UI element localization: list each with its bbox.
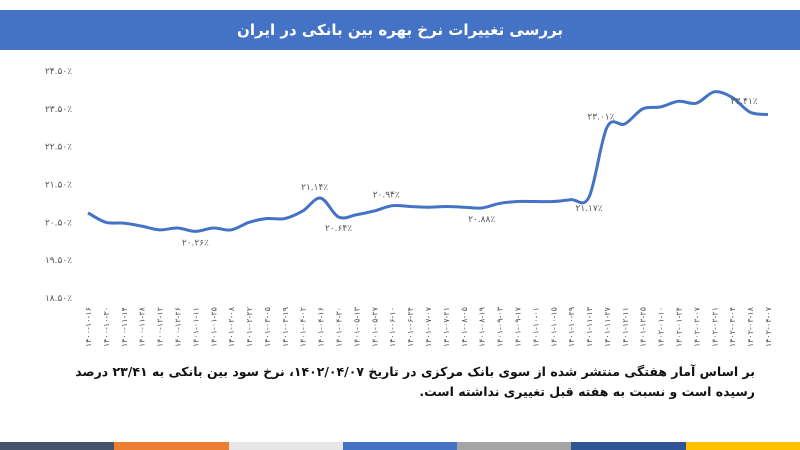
chart: ۱۸.۵۰٪ ۱۹.۵۰٪ ۲۰.۵۰٪ ۲۱.۵۰٪ ۲۲.۵۰٪ ۲۳.۵۰٪ ۲۴.۵…	[45, 67, 773, 347]
x-tick-label: ۱۴۰۱-۱۱-۲۷	[603, 306, 612, 347]
x-tick-label: ۱۴۰۰-۱۰-۳۰	[102, 307, 111, 347]
y-tick-label: ۲۴.۵۰٪	[45, 67, 72, 77]
x-tick-label: ۱۴۰۱-۰۴-۱۶	[317, 307, 326, 347]
line	[87, 90, 769, 233]
x-tick-label: ۱۴۰۰-۱۲-۱۲	[156, 307, 165, 347]
x-tick-label: ۱۴۰۱-۰۹-۱۷	[513, 306, 522, 347]
x-tick-label: ۱۴۰۱-۱۰-۱۵	[549, 307, 558, 347]
x-tick-label: ۱۴۰۲-۰۱-۱۰	[657, 307, 666, 347]
footer-segment	[457, 442, 572, 450]
x-tick-label: ۱۴۰۱-۱۰-۰۱	[531, 307, 540, 347]
x-tick-label: ۱۴۰۱-۰۶-۱۰	[388, 307, 397, 347]
data-label: ۲۰.۸۸٪	[468, 215, 495, 225]
footer-bar	[0, 442, 800, 450]
footer-segment	[0, 442, 115, 450]
data-label: ۲۰.۶۴٪	[325, 224, 352, 234]
x-tick-label: ۱۴۰۱-۰۳-۱۹	[281, 307, 290, 347]
x-tick-label: ۱۴۰۱-۰۱-۲۵	[209, 307, 218, 347]
footer-segment	[571, 442, 686, 450]
x-tick-label: ۱۴۰۱-۰۴-۰۲	[299, 307, 308, 347]
y-tick-label: ۲۳.۵۰٪	[45, 105, 72, 115]
y-tick-label: ۱۹.۵۰٪	[45, 256, 72, 266]
x-tick-label: ۱۴۰۱-۰۱-۱۱	[191, 307, 200, 347]
x-tick-label: ۱۴۰۱-۱۲-۲۵	[639, 307, 648, 347]
x-tick-label: ۱۴۰۰-۱۱-۲۸	[138, 306, 147, 347]
y-tick-label: ۱۸.۵۰٪	[45, 294, 72, 304]
footer-segment	[685, 442, 800, 450]
x-tick-label: ۱۴۰۰-۱۲-۲۶	[173, 307, 182, 347]
x-tick-label: ۱۴۰۲-۰۳-۰۴	[728, 307, 737, 347]
data-label: ۲۱.۱۷٪	[576, 204, 603, 214]
x-tick-label: ۱۴۰۱-۰۶-۲۴	[406, 307, 415, 347]
x-tick-label: ۱۴۰۱-۰۳-۰۵	[263, 307, 272, 347]
data-label: ۲۳.۰۱٪	[587, 112, 614, 122]
x-tick-label: ۱۴۰۱-۰۹-۰۳	[496, 306, 505, 347]
y-tick-label: ۲۰.۵۰٪	[45, 218, 72, 228]
x-tick-label: ۱۴۰۲-۰۳-۱۸	[746, 306, 755, 347]
x-tick-label: ۱۴۰۲-۰۲-۲۱	[710, 307, 719, 347]
y-tick-label: ۲۲.۵۰٪	[45, 143, 72, 153]
x-tick-label: ۱۴۰۱-۰۸-۰۵	[460, 307, 469, 347]
x-tick-label: ۱۴۰۱-۰۸-۱۹	[478, 307, 487, 347]
x-tick-label: ۱۴۰۱-۰۵-۱۳	[352, 306, 361, 347]
x-tick-label: ۱۴۰۲-۰۱-۲۴	[675, 307, 684, 347]
x-tick-label: ۱۴۰۰-۱۱-۱۴	[120, 307, 129, 347]
footer-segment	[228, 442, 343, 450]
footer-segment	[342, 442, 458, 450]
footer-segment	[114, 442, 229, 450]
data-label: ۲۰.۲۶٪	[182, 238, 209, 248]
data-label: ۲۱.۱۴٪	[301, 183, 328, 193]
y-tick-label: ۲۱.۵۰٪	[45, 181, 72, 191]
x-tick-label: ۱۴۰۰-۱۰-۱۶	[84, 307, 93, 347]
x-tick-label: ۱۴۰۱-۱۰-۲۹	[567, 307, 576, 347]
data-label: ۲۳.۴۱٪	[731, 97, 758, 107]
x-tick-label: ۱۴۰۲-۰۲-۰۷	[692, 306, 701, 347]
title-bar: بررسی تغییرات نرخ بهره بین بانکی در ایرا…	[0, 10, 800, 50]
x-tick-label: ۱۴۰۱-۰۷-۲۱	[442, 307, 451, 347]
data-label: ۲۰.۹۴٪	[373, 191, 400, 201]
body-text: بر اساس آمار هفتگی منتشر شده از سوی بانک…	[75, 364, 755, 399]
x-tick-label: ۱۴۰۱-۱۲-۱۱	[621, 307, 630, 347]
x-tick-label: ۱۴۰۱-۰۲-۰۸	[227, 306, 236, 347]
x-tick-label: ۱۴۰۱-۰۴-۳۰	[335, 307, 344, 347]
x-tick-label: ۱۴۰۱-۰۷-۰۷	[424, 306, 433, 347]
x-tick-label: ۱۴۰۱-۰۵-۲۷	[370, 306, 379, 347]
x-tick-label: ۱۴۰۲-۰۴-۰۷	[764, 306, 773, 347]
x-tick-label: ۱۴۰۱-۱۱-۱۳	[585, 306, 594, 347]
x-tick-label: ۱۴۰۱-۰۲-۲۲	[245, 307, 254, 347]
